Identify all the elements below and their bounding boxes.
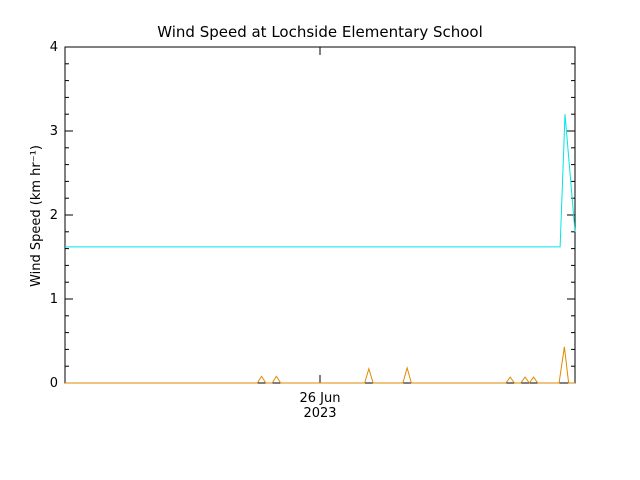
x-tick-label: 26 Jun [300,391,341,406]
y-tick-label: 4 [50,40,58,55]
chart-title: Wind Speed at Lochside Elementary School [157,23,483,41]
x-tick-year: 2023 [303,406,336,421]
y-tick-label: 1 [50,292,58,307]
y-tick-label: 2 [50,208,58,223]
y-tick-label: 3 [50,124,58,139]
y-axis-label: Wind Speed (km hr⁻¹) [29,145,44,287]
y-tick-label: 0 [50,376,58,391]
line-series [65,346,575,384]
plot-frame [64,46,576,384]
line-series [65,114,576,248]
